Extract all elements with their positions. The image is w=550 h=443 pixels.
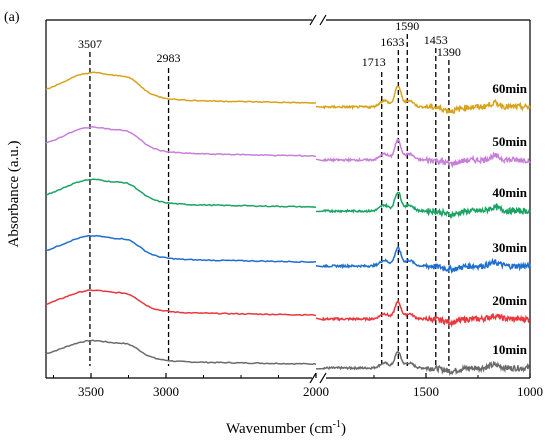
series-line-40min-left — [45, 178, 317, 209]
axis-break-mark — [309, 372, 317, 384]
x-tick-label: 1000 — [517, 384, 543, 399]
x-axis-label-close: ) — [341, 421, 346, 437]
x-tick-label: 1500 — [413, 384, 439, 399]
peak-label: 1453 — [424, 33, 448, 47]
series-line-60min-left — [45, 71, 317, 104]
x-axis-label-sup: -1 — [333, 419, 341, 430]
axis-break-mark — [319, 14, 327, 26]
x-tick-label: 3500 — [78, 384, 104, 399]
peak-label: 1633 — [380, 35, 404, 49]
series-label-20min: 20min — [492, 293, 527, 308]
peak-label: 1713 — [362, 55, 386, 69]
series-label-60min: 60min — [492, 81, 527, 96]
series-label-10min: 10min — [492, 342, 527, 357]
series-line-40min-right — [315, 191, 531, 220]
series-line-30min-right — [315, 245, 531, 274]
series-label-40min: 40min — [492, 185, 527, 200]
x-tick-label: 3000 — [153, 384, 179, 399]
plot-frame — [45, 14, 531, 384]
series-line-20min-left — [45, 289, 317, 317]
series-label-50min: 50min — [492, 134, 527, 149]
series-line-20min-right — [315, 299, 531, 328]
x-axis-label: Wavenumber (cm-1) — [226, 419, 346, 437]
x-axis-label-text: Wavenumber (cm — [226, 421, 333, 437]
series-line-50min-left — [45, 125, 317, 158]
series-label-30min: 30min — [492, 240, 527, 255]
series-line-10min-left — [45, 339, 317, 366]
spectra-series — [45, 71, 531, 377]
peak-label: 3507 — [78, 37, 102, 51]
series-line-30min-left — [45, 234, 317, 263]
axis-break-mark — [309, 14, 317, 26]
peak-label: 1590 — [395, 19, 419, 33]
x-tick-label: 2000 — [303, 384, 329, 399]
y-axis-label: Absorbance (a.u.) — [6, 140, 22, 247]
axis-break-mark — [319, 372, 327, 384]
panel-label: (a) — [4, 10, 20, 25]
series-line-60min-right — [315, 85, 531, 114]
peak-label: 2983 — [157, 51, 181, 65]
x-ticks: 3500 3000 2000 1500 1000 — [53, 373, 543, 399]
peak-label: 1390 — [437, 45, 461, 59]
series-line-50min-right — [315, 137, 531, 169]
series-labels: 10min 20min 30min 40min 50min 60min — [492, 81, 527, 357]
series-line-10min-right — [315, 350, 531, 377]
